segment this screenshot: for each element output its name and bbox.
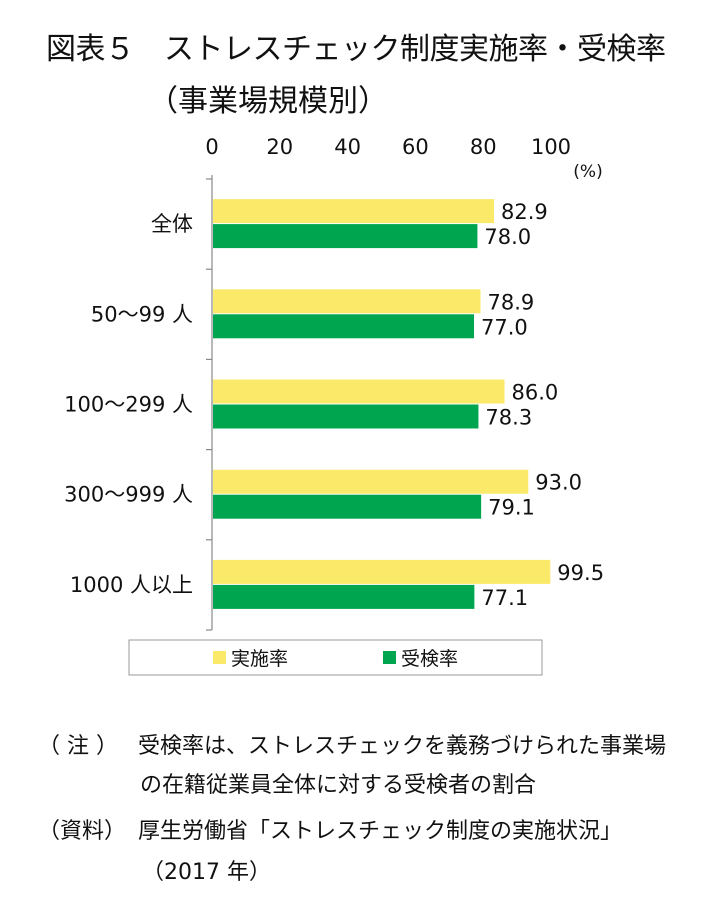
note-text-1: 受検率は、ストレスチェックを義務づけられた事業場: [138, 734, 667, 759]
legend-box: [128, 639, 543, 676]
category-label: 1000 人以上: [70, 573, 193, 597]
legend-swatch: [383, 651, 396, 664]
bar-juken: [213, 494, 482, 519]
source-tag: （資料）: [38, 819, 127, 844]
x-tick-label: 100: [531, 135, 571, 159]
bar-juken: [213, 584, 475, 609]
bar-juken: [213, 404, 479, 429]
chart-subtitle: （事業場規模別）: [148, 84, 388, 119]
source-line-1: （資料） 厚生労働省「ストレスチェック制度の実施状況」: [38, 813, 622, 845]
note-tag: （ 注 ）: [38, 734, 118, 759]
bar-jisshi: [213, 199, 495, 224]
note-line-1: （ 注 ） 受検率は、ストレスチェックを義務づけられた事業場: [38, 728, 666, 760]
category-label: 300～999 人: [64, 483, 193, 507]
x-tick-label: 40: [334, 135, 361, 159]
bar-chart: 0 20 40 60 80 100(%) 全体 82.978.0 50～99 人 78.977.0…: [64, 135, 604, 676]
chart-title: 図表５ ストレスチェック制度実施率・受検率: [46, 32, 666, 67]
category-label: 100～299 人: [64, 393, 193, 417]
data-label: 93.0: [535, 471, 582, 495]
x-tick-label: 20: [266, 135, 293, 159]
data-label: 86.0: [512, 381, 559, 405]
data-label: 78.0: [484, 225, 531, 249]
bar-jisshi: [213, 469, 529, 494]
data-label: 99.5: [557, 561, 604, 585]
data-label: 77.1: [481, 586, 528, 610]
source-line-2: （2017 年）: [142, 860, 271, 885]
bar-juken: [213, 224, 478, 249]
category-label: 50～99 人: [91, 302, 193, 326]
bar-jisshi: [213, 289, 481, 314]
note-line-2: の在籍従業員全体に対する受検者の割合: [140, 773, 537, 798]
source-text-1: 厚生労働省「ストレスチェック制度の実施状況」: [138, 819, 623, 844]
x-tick-label: 0: [205, 135, 218, 159]
data-label: 78.9: [487, 290, 534, 314]
data-label: 82.9: [501, 200, 548, 224]
legend-label: 受検率: [401, 648, 458, 670]
bar-jisshi: [213, 559, 551, 584]
bar-juken: [213, 314, 475, 339]
data-label: 79.1: [488, 496, 535, 520]
x-tick-label: 60: [402, 135, 429, 159]
x-tick-label: 80: [470, 135, 497, 159]
category-label: 全体: [151, 212, 193, 236]
data-label: 78.3: [485, 406, 532, 430]
legend-swatch: [213, 651, 226, 664]
legend-label: 実施率: [231, 648, 288, 670]
bar-jisshi: [213, 379, 505, 404]
data-label: 77.0: [481, 315, 528, 339]
unit-label: (%): [573, 162, 602, 182]
